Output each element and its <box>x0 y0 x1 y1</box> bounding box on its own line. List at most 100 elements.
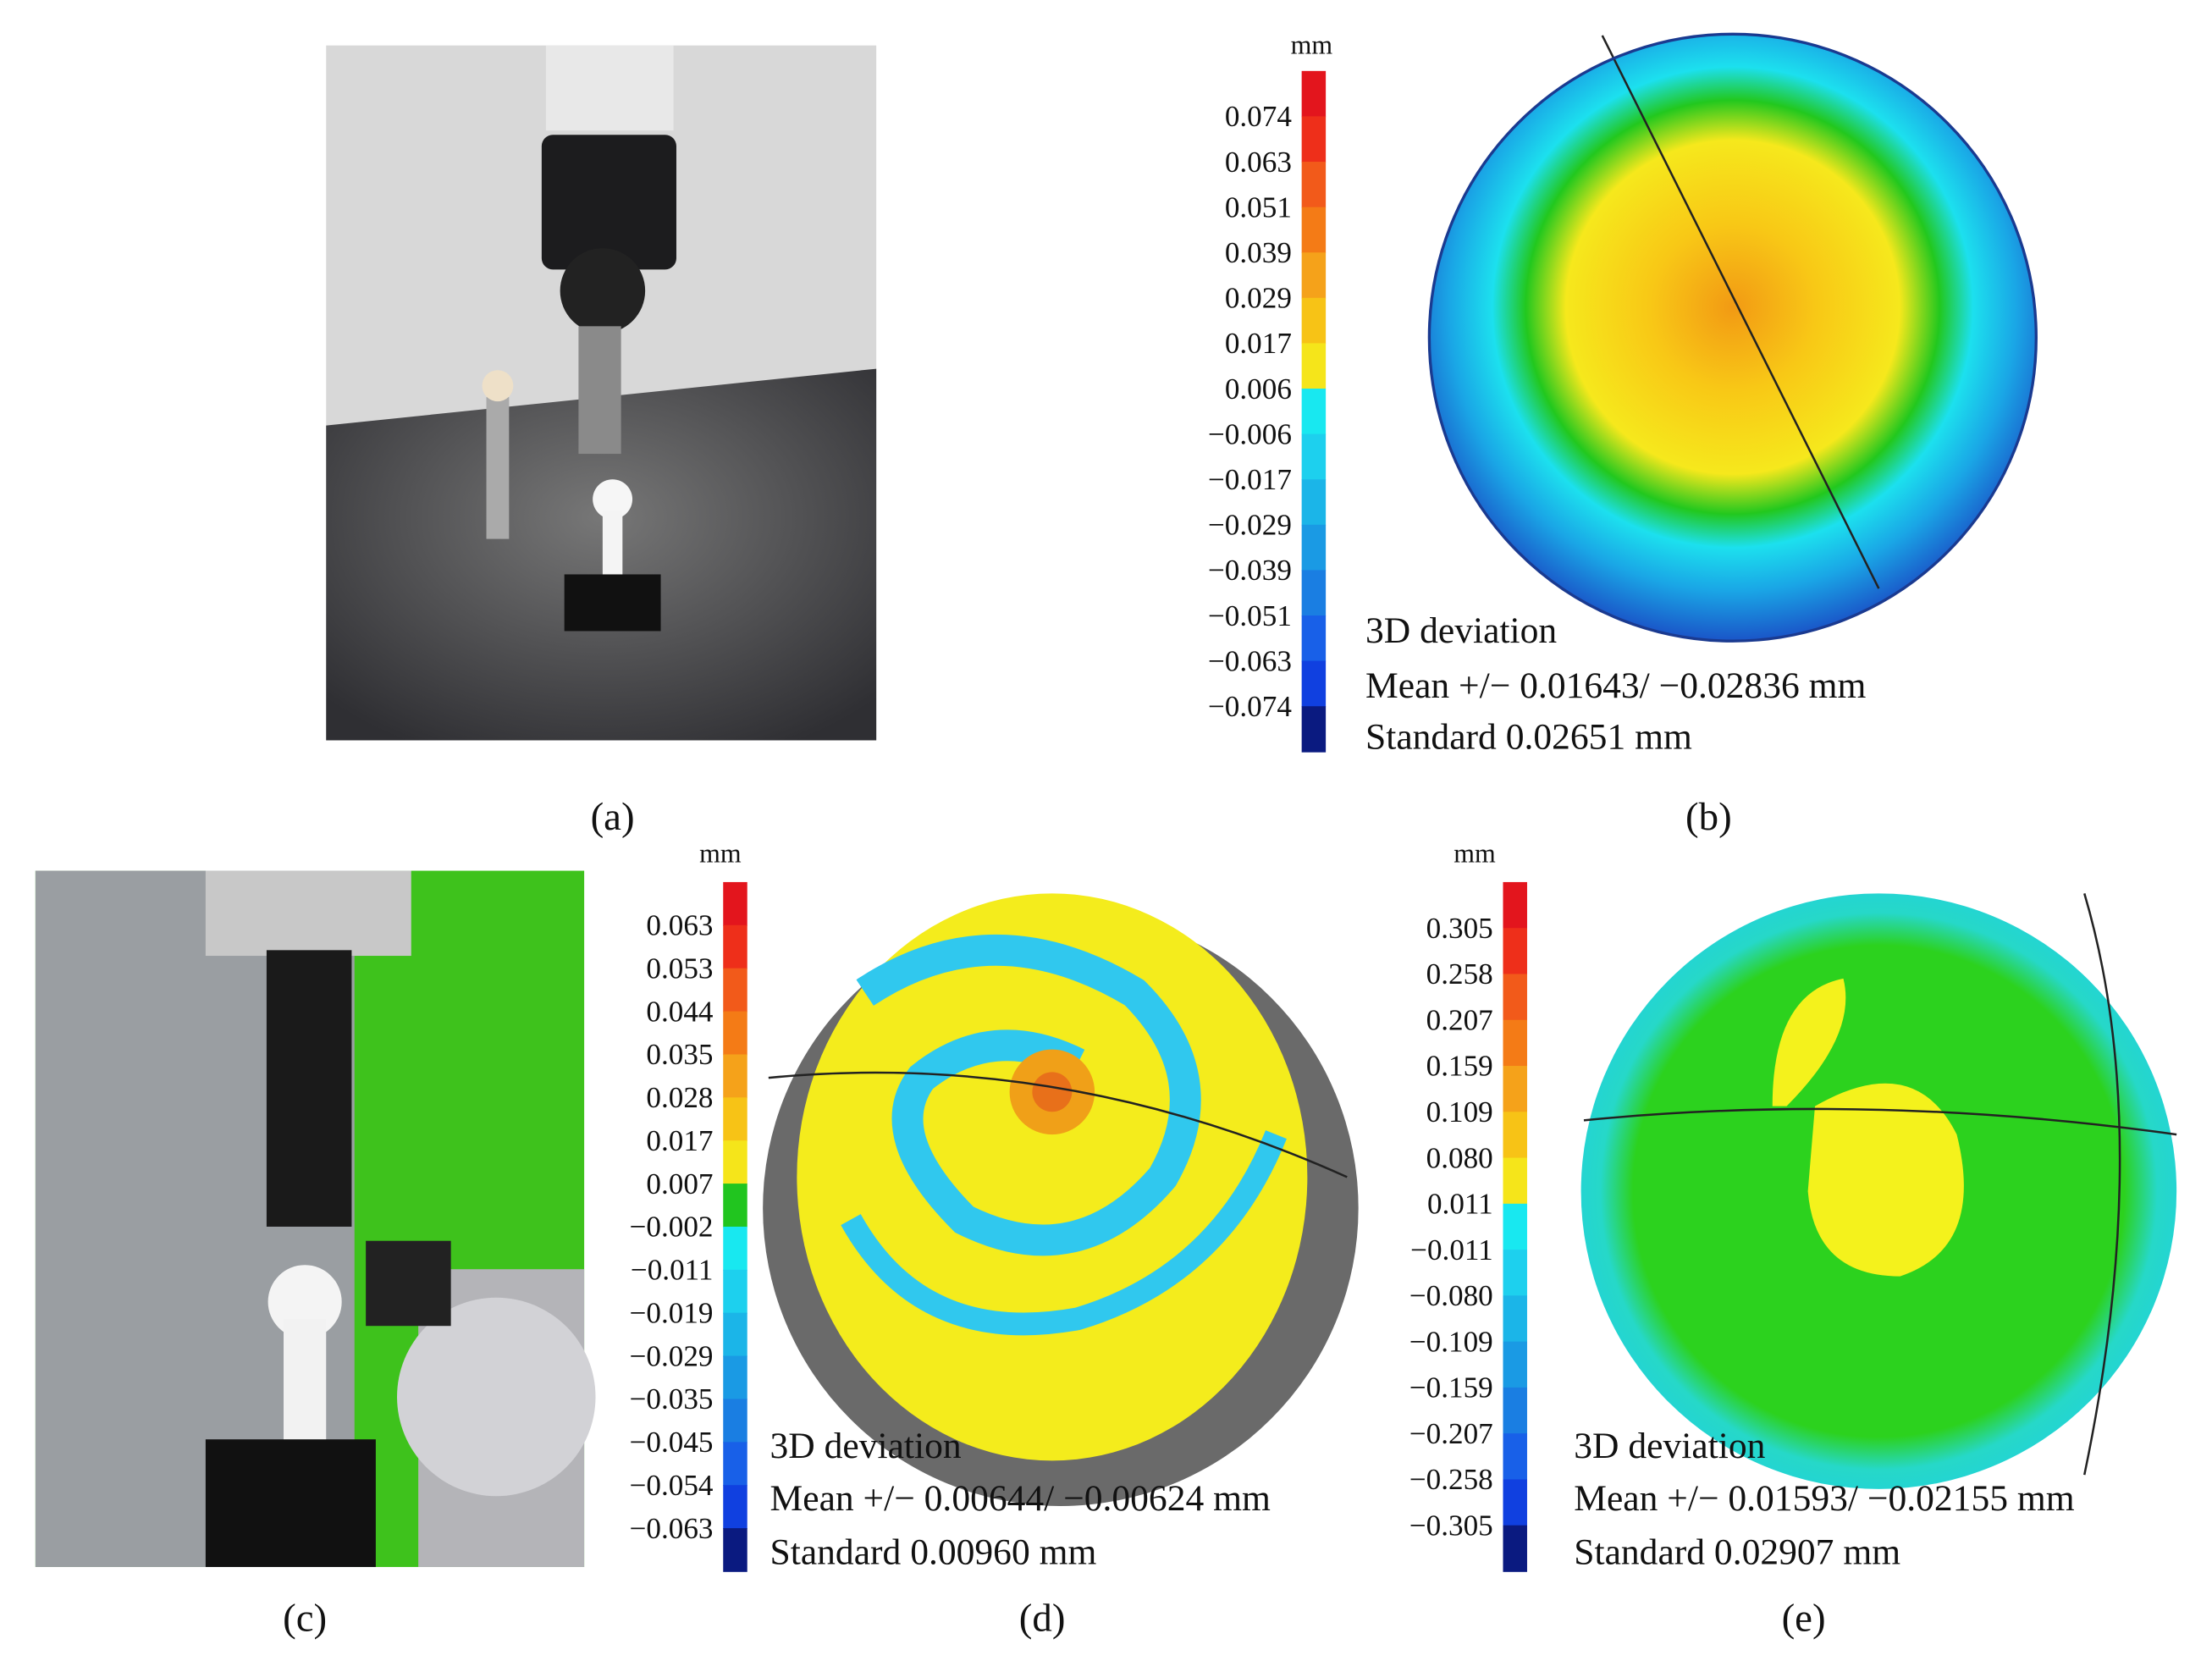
colorbar-segment <box>1301 615 1327 662</box>
scale-label: −0.011 <box>1410 1233 1493 1266</box>
unit-label: mm <box>1291 30 1333 60</box>
colorbar-segment <box>1503 1479 1527 1526</box>
colorbar-segment <box>723 1269 747 1314</box>
sphere-b <box>1427 32 2038 643</box>
colorbar-segment <box>723 1355 747 1400</box>
colorbar-segment <box>723 1054 747 1099</box>
colorbar-segment <box>1301 570 1327 616</box>
colorbar-segment <box>1503 1066 1527 1113</box>
colorbar-segment <box>1503 1433 1527 1481</box>
scale-label: 0.080 <box>1426 1141 1493 1174</box>
scale-label: −0.035 <box>630 1382 714 1415</box>
colorbar-segment <box>1503 1525 1527 1572</box>
scale-label: −0.063 <box>630 1512 714 1545</box>
scale-label: −0.045 <box>630 1426 714 1459</box>
colorbar-segment <box>723 1184 747 1228</box>
colorbar-segment <box>723 1485 747 1529</box>
scale-label: 0.007 <box>646 1167 713 1200</box>
scale-label: −0.258 <box>1409 1463 1493 1496</box>
scale-label: −0.051 <box>1208 599 1292 632</box>
scale-label: 0.017 <box>646 1124 713 1157</box>
colorbar-segment <box>1301 297 1327 345</box>
scale-label: 0.053 <box>646 952 713 985</box>
caption-line: 3D deviation <box>1365 610 1557 651</box>
colorbar-segment <box>723 1226 747 1271</box>
caption-line: Mean +/− 0.01593/ −0.02155 mm <box>1574 1478 2074 1519</box>
scale-label: −0.039 <box>1208 554 1292 587</box>
scale-label: −0.011 <box>631 1254 714 1287</box>
caption-line: Standard 0.02907 mm <box>1574 1532 1900 1573</box>
colorbar-segment <box>723 1442 747 1487</box>
colorbar-segment <box>1301 70 1327 118</box>
colorbar-segment <box>1503 1112 1527 1159</box>
colorbar-segment <box>1301 116 1327 163</box>
colorbar-segment <box>723 1528 747 1572</box>
scale-label: −0.029 <box>1208 509 1292 542</box>
sphere-d <box>763 893 1359 1506</box>
scale-label: −0.029 <box>630 1339 714 1372</box>
scale-label: 0.305 <box>1426 912 1493 945</box>
scale-label: −0.002 <box>630 1211 714 1244</box>
colorbar-segment <box>723 1097 747 1142</box>
scale-label: 0.074 <box>1225 100 1293 133</box>
colorbar-segment <box>1503 1341 1527 1388</box>
scale-label: 0.109 <box>1426 1095 1493 1128</box>
colorbar-segment <box>723 1140 747 1184</box>
sphere-e <box>1580 892 2177 1489</box>
scale-label: −0.063 <box>1208 644 1292 677</box>
panel-label: (c) <box>283 1596 327 1640</box>
colorbar-segment <box>1503 1157 1527 1205</box>
colorbar-segment <box>1301 162 1327 208</box>
colorbar-segment <box>1503 974 1527 1021</box>
scale-label: 0.063 <box>1225 146 1292 179</box>
caption-line: Mean +/− 0.00644/ −0.00624 mm <box>770 1478 1271 1519</box>
caption-line: 3D deviation <box>1574 1426 1765 1466</box>
scale-label: 0.258 <box>1426 957 1493 991</box>
scale-label: −0.017 <box>1208 463 1292 496</box>
scale-label: −0.207 <box>1409 1417 1493 1450</box>
scale-label: −0.019 <box>630 1296 714 1329</box>
scale-label: 0.017 <box>1225 327 1292 360</box>
photo-c <box>35 870 596 1567</box>
colorbar-segment <box>1301 433 1327 481</box>
scale-label: −0.080 <box>1409 1279 1493 1312</box>
panel-label: (a) <box>591 795 635 839</box>
colorbar-segment <box>1301 389 1327 435</box>
panel-label: (b) <box>1685 795 1732 839</box>
colorbar-segment <box>1301 207 1327 254</box>
colorbar-segment <box>1503 1203 1527 1250</box>
colorbar-segment <box>1301 343 1327 389</box>
colorbar-segment <box>1301 524 1327 571</box>
colorbar-segment <box>723 968 747 1013</box>
colorbar-segment <box>1301 252 1327 299</box>
scale-label: −0.109 <box>1409 1325 1493 1358</box>
caption-line: 3D deviation <box>770 1426 962 1466</box>
scale-label: 0.011 <box>1427 1188 1493 1221</box>
scale-label: 0.207 <box>1426 1003 1493 1036</box>
scale-label: 0.063 <box>646 909 713 942</box>
colorbar-segment <box>1503 1250 1527 1297</box>
colorbar-segment <box>1503 928 1527 975</box>
colorbar-segment <box>1503 1387 1527 1435</box>
scale-label: 0.028 <box>646 1081 713 1114</box>
panel-label: (d) <box>1019 1596 1066 1640</box>
scale-label: 0.051 <box>1225 190 1292 223</box>
scale-label: −0.305 <box>1409 1509 1493 1542</box>
scale-label: 0.159 <box>1426 1050 1493 1083</box>
caption-line: Standard 0.00960 mm <box>770 1532 1097 1573</box>
colorbar-segment <box>723 1312 747 1357</box>
unit-label: mm <box>699 838 742 868</box>
colorbar-segment <box>1301 479 1327 526</box>
colorbar-segment <box>1301 706 1327 753</box>
scale-label: 0.039 <box>1225 236 1292 269</box>
scale-label: 0.044 <box>646 995 714 1028</box>
panel-label: (e) <box>1782 1596 1826 1640</box>
scale-label: 0.029 <box>1225 282 1292 315</box>
colorbar-segment <box>723 1399 747 1443</box>
colorbar-segment <box>723 1011 747 1056</box>
scale-label: −0.074 <box>1208 690 1292 723</box>
colorbar-segment <box>1503 881 1527 930</box>
scale-label: −0.006 <box>1208 417 1292 450</box>
colorbar-segment <box>1301 660 1327 708</box>
